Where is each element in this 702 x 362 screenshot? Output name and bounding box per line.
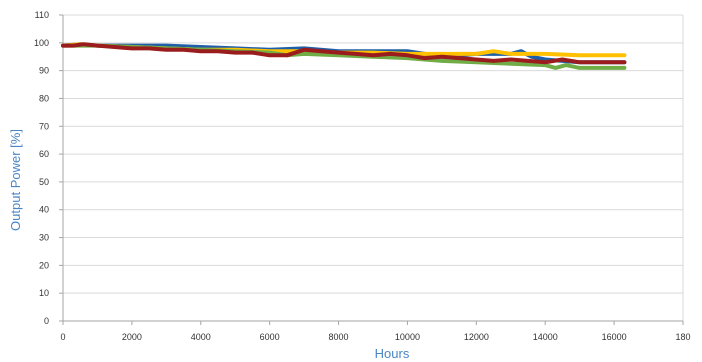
y-tick-label: 90 — [39, 66, 49, 76]
x-tick-label: 4000 — [191, 332, 211, 342]
y-axis-title: Output Power [%] — [8, 129, 23, 231]
grid — [63, 14, 684, 321]
y-axis-ticks: 0 10 20 30 40 50 60 70 80 90 100 110 — [34, 10, 49, 326]
x-tick-label: 6000 — [260, 332, 280, 342]
y-tick-label: 60 — [39, 149, 49, 159]
y-tick-label: 20 — [39, 260, 49, 270]
x-tick-label: 16000 — [602, 332, 627, 342]
series-group — [61, 42, 627, 70]
y-tick-label: 10 — [39, 288, 49, 298]
x-axis-ticks: 0 2000 4000 6000 8000 10000 12000 14000 16000 180 — [60, 332, 690, 342]
y-tick-label: 70 — [39, 121, 49, 131]
x-tick-label: 0 — [60, 332, 65, 342]
x-tick-label: 180 — [675, 332, 690, 342]
y-tick-label: 30 — [39, 233, 49, 243]
y-tick-label: 110 — [35, 10, 49, 20]
y-tick-label: 0 — [44, 316, 49, 326]
y-tick-label: 50 — [39, 177, 49, 187]
x-tick-label: 2000 — [122, 332, 142, 342]
y-tick-label: 80 — [39, 93, 49, 103]
x-tick-label: 8000 — [329, 332, 349, 342]
y-tick-label: 100 — [34, 38, 49, 48]
x-tick-label: 14000 — [533, 332, 558, 342]
x-tick-label: 10000 — [395, 332, 420, 342]
x-tick-label: 12000 — [464, 332, 489, 342]
series-line-4 — [61, 42, 627, 65]
y-tick-label: 40 — [39, 205, 49, 215]
axes — [59, 14, 684, 325]
x-axis-title: Hours — [375, 346, 410, 361]
